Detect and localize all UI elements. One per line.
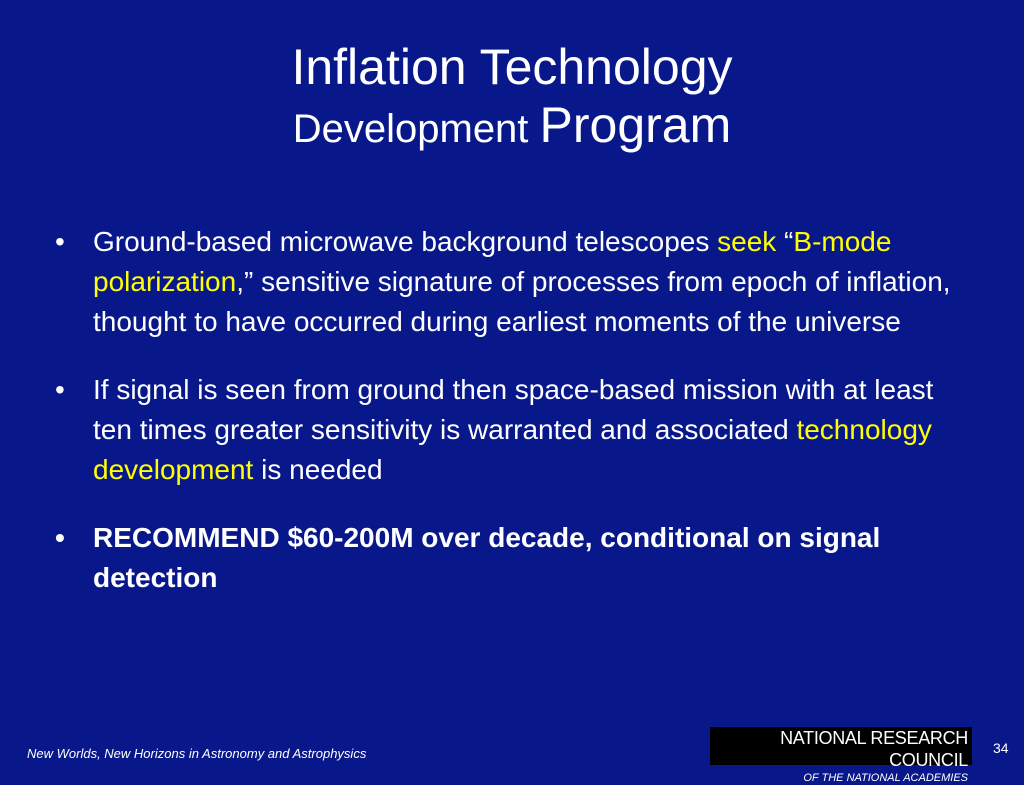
text-run: B-mode polarization: [93, 226, 892, 297]
bullet: RECOMMEND $60-200M over decade, conditio…: [55, 518, 975, 598]
logo-subtext: OF THE NATIONAL ACADEMIES: [803, 772, 968, 784]
bullet-list: Ground-based microwave background telesc…: [55, 222, 975, 626]
title: Inflation Technology Development Program: [0, 38, 1024, 167]
title-line: Development Program: [0, 96, 1024, 167]
bullet: Ground-based microwave background telesc…: [55, 222, 975, 342]
text-run: seek: [717, 226, 777, 257]
bullet: If signal is seen from ground then space…: [55, 370, 975, 490]
page-number: 34: [993, 740, 1009, 756]
footer-caption: New Worlds, New Horizons in Astronomy an…: [27, 746, 367, 761]
text-run: “: [776, 226, 794, 257]
text-run: RECOMMEND $60-200M over decade, conditio…: [93, 522, 881, 593]
text-run: technology development: [93, 414, 932, 485]
logo-text: NATIONAL RESEARCH COUNCIL: [780, 728, 968, 770]
text-run: Ground-based microwave background telesc…: [93, 226, 718, 257]
logo: NATIONAL RESEARCH COUNCIL OF THE NATIONA…: [710, 727, 972, 784]
text-run: If signal is seen from ground then space…: [93, 374, 934, 445]
title-run: Program: [539, 97, 732, 153]
title-line: Inflation Technology: [291, 39, 733, 95]
text-run: is needed: [253, 454, 383, 485]
title-run: Development: [292, 107, 540, 151]
slide: Inflation Technology Development Program…: [0, 0, 1024, 768]
text-run: ,” sensitive signature of processes from…: [93, 266, 951, 337]
